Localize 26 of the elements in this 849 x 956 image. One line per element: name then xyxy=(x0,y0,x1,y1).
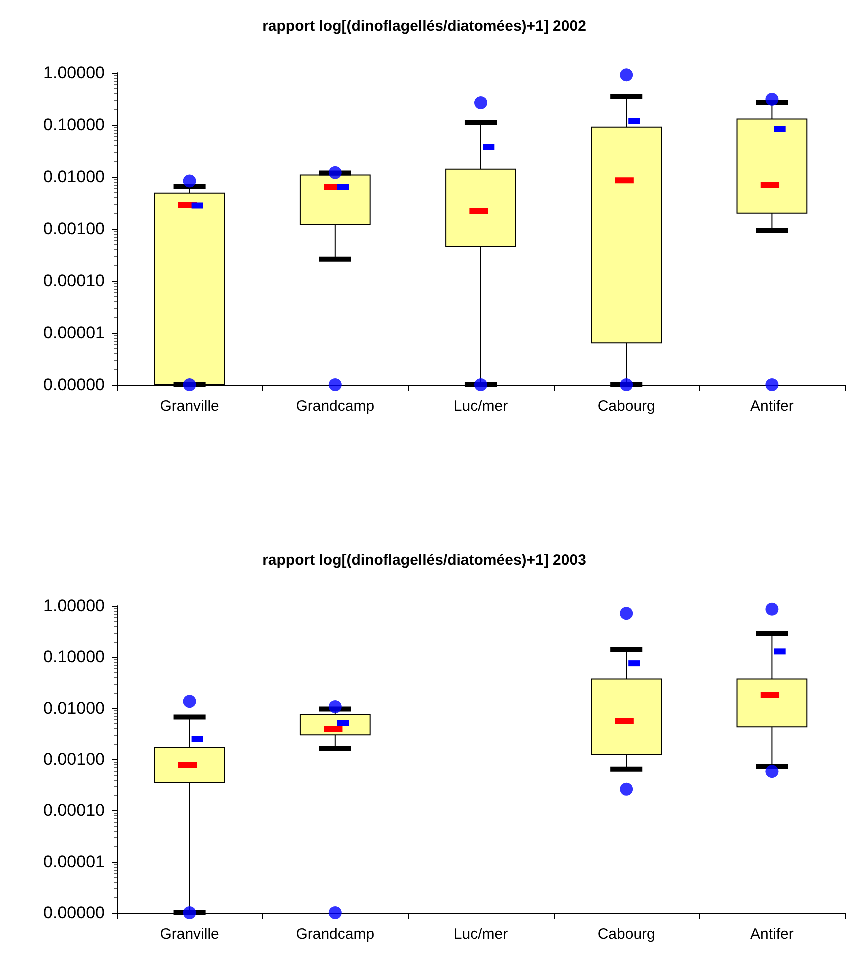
y-tick-label: 0.10000 xyxy=(44,116,105,134)
y-tick-label: 0.00000 xyxy=(44,376,105,394)
y-tick-label: 1.00000 xyxy=(44,596,105,616)
x-tick-label: Granville xyxy=(160,398,220,415)
x-tick-label: Cabourg xyxy=(598,398,656,415)
x-tick-label: Grandcamp xyxy=(296,926,375,943)
y-tick-label: 0.00010 xyxy=(44,272,105,290)
y-tick-label: 0.00010 xyxy=(44,801,105,820)
y-tick-label: 0.10000 xyxy=(44,648,105,667)
y-tick-label: 0.00001 xyxy=(44,324,105,342)
x-tick-label: Granville xyxy=(160,926,220,943)
chart-title: rapport log[(dinoflagellés/diatomées)+1] 2003 xyxy=(262,552,586,569)
y-tick-label: 0.00100 xyxy=(44,220,105,238)
x-tick-label: Cabourg xyxy=(598,926,656,943)
y-tick-label: 0.00001 xyxy=(44,852,105,872)
y-tick-label: 1.00000 xyxy=(44,64,105,82)
x-tick-label: Antifer xyxy=(750,926,794,943)
y-tick-label: 0.00100 xyxy=(44,750,105,769)
x-tick-label: Antifer xyxy=(750,398,794,415)
x-tick-label: Luc/mer xyxy=(454,926,508,943)
chart-title: rapport log[(dinoflagellés/diatomées)+1] 2002 xyxy=(262,18,586,35)
y-tick-label: 0.00000 xyxy=(44,904,105,922)
y-tick-label: 0.01000 xyxy=(44,168,105,186)
y-tick-label: 0.01000 xyxy=(44,698,105,718)
x-tick-label: Grandcamp xyxy=(296,398,375,415)
x-tick-label: Luc/mer xyxy=(454,398,508,415)
